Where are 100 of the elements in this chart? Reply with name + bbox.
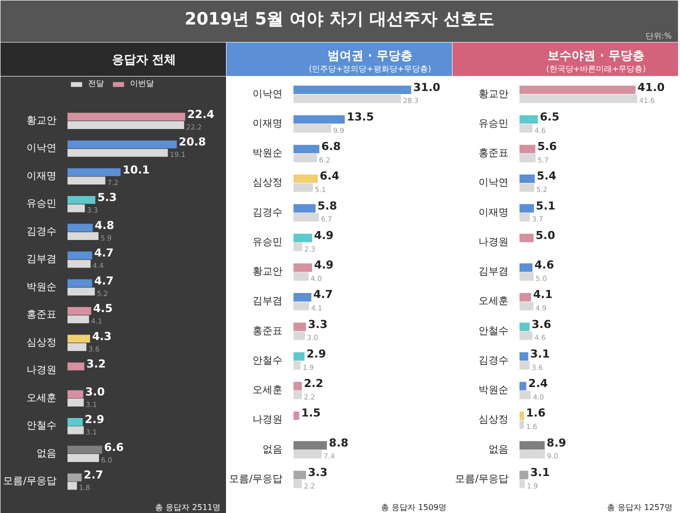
data-label: 4.9 (314, 228, 334, 242)
bar (68, 398, 84, 406)
y-tick-label: 이낙연 (26, 143, 56, 154)
bar (520, 470, 528, 480)
bar (68, 196, 96, 204)
bar (294, 361, 301, 370)
data-label: 5.3 (97, 191, 117, 204)
bar (520, 441, 545, 450)
bar (520, 213, 530, 222)
bar (294, 213, 319, 222)
bar (520, 302, 534, 310)
y-tick-label: 황교안 (252, 266, 282, 278)
data-label: 4.9 (314, 258, 334, 272)
bar (68, 315, 90, 324)
bar (68, 176, 106, 184)
bar (294, 174, 318, 183)
bar (294, 382, 302, 390)
data-label: 3.1 (530, 347, 550, 360)
bar (68, 446, 102, 454)
bar (520, 293, 532, 302)
data-label: 3.6 (532, 318, 552, 331)
y-tick-label: 홍준표 (478, 148, 508, 160)
data-label: 5.4 (536, 170, 557, 183)
bar (68, 343, 86, 351)
y-tick-label: 이낙연 (252, 88, 282, 100)
bar (68, 148, 168, 157)
bar (294, 272, 309, 281)
data-label: 5.0 (536, 228, 556, 242)
data-label: 5.1 (536, 199, 556, 212)
bar (520, 322, 530, 332)
bar (520, 390, 531, 400)
bar (68, 112, 186, 121)
bar (68, 473, 82, 482)
y-tick-label: 심상정 (26, 337, 56, 348)
y-tick-label: 심상정 (252, 178, 282, 189)
y-tick-label: 유승민 (478, 118, 508, 130)
bar (68, 279, 92, 288)
data-label: 3.3 (308, 318, 328, 331)
data-label: 4.1 (533, 288, 553, 302)
data-label: 4.8 (94, 218, 114, 232)
bar (520, 124, 533, 133)
text: 2019년 5월 여야 차기 대선주자 선호도 (184, 9, 494, 30)
bar (294, 94, 401, 103)
data-label: 6.4 (320, 170, 340, 183)
bar (68, 418, 83, 426)
chart-title: 응답자 전체 (112, 52, 176, 66)
bar (520, 204, 534, 213)
y-tick-label: 유승민 (26, 198, 56, 210)
data-label: 4.7 (313, 288, 333, 302)
bar (294, 390, 302, 400)
y-tick-label: 박원순 (252, 148, 282, 160)
chart-title: 범여권 · 무당층 (328, 48, 412, 62)
data-label: 2.7 (84, 468, 104, 482)
data-label: 5.8 (318, 199, 338, 212)
bar (68, 224, 93, 232)
data-label: 4.7 (94, 274, 114, 288)
bar (520, 412, 524, 420)
bar (520, 450, 545, 458)
data-label: 6.5 (540, 110, 560, 124)
bar (68, 454, 100, 462)
bar (520, 263, 533, 272)
y-tick-label: 오세훈 (252, 385, 282, 396)
y-tick-label: 모름/무응답 (455, 474, 509, 485)
y-tick-label: 없음 (262, 444, 282, 456)
bar (68, 288, 95, 296)
text: 단위:% (645, 31, 672, 40)
data-label: 6.8 (321, 140, 341, 154)
data-label: 4.3 (92, 330, 112, 343)
bar (520, 115, 538, 124)
data-label: 10.1 (122, 163, 150, 176)
y-tick-label: 김부겸 (26, 254, 56, 266)
bar (294, 115, 345, 124)
data-label: 4.6 (534, 258, 554, 272)
y-tick-label: 나경원 (252, 414, 282, 426)
legend-label: 이번달 (130, 78, 154, 89)
y-tick-label: 이재명 (252, 118, 282, 130)
data-label: 4.5 (93, 302, 113, 316)
y-tick-label: 유승민 (252, 236, 282, 248)
bar (294, 441, 327, 450)
bar (520, 144, 536, 154)
data-label: 1.5 (301, 406, 321, 420)
chart-title: 보수야권 · 무당층 (548, 48, 644, 62)
bar (520, 183, 534, 192)
bar (294, 154, 318, 162)
bar (294, 242, 302, 252)
y-tick-label: 김부겸 (478, 266, 508, 278)
bar (294, 480, 302, 488)
bar (294, 352, 305, 361)
data-label: 1.6 (526, 406, 546, 420)
y-tick-label: 김경수 (26, 226, 56, 238)
data-label: 41.0 (637, 80, 665, 94)
bar (68, 362, 84, 370)
y-tick-label: 황교안 (26, 115, 56, 126)
bar (294, 86, 412, 94)
y-tick-label: 김경수 (252, 207, 282, 218)
data-label: 22.4 (187, 108, 215, 121)
data-label: 2.4 (528, 377, 548, 390)
data-label: 8.9 (546, 436, 566, 450)
data-label: 13.5 (346, 110, 374, 124)
bar (520, 86, 636, 94)
